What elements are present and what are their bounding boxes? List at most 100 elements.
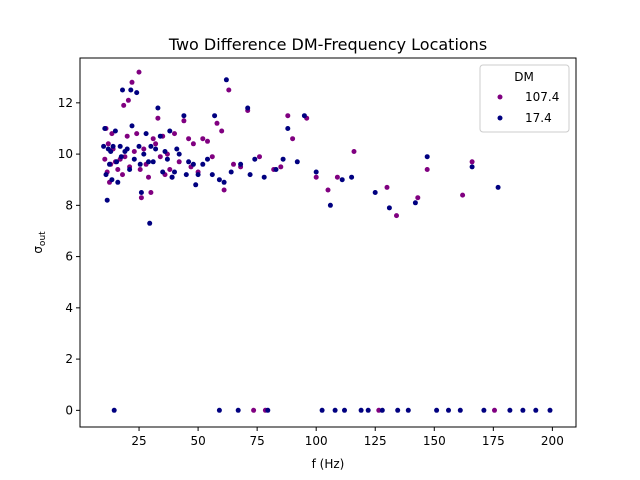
data-point xyxy=(124,133,130,139)
data-point xyxy=(332,407,338,413)
data-point xyxy=(261,174,267,180)
data-point xyxy=(157,154,163,160)
data-point xyxy=(349,174,355,180)
data-point xyxy=(285,126,291,131)
data-point xyxy=(109,131,115,137)
y-tick-label: 0 xyxy=(65,403,73,417)
data-point xyxy=(424,154,430,160)
data-point xyxy=(137,161,143,167)
data-point xyxy=(384,184,390,190)
data-point xyxy=(128,87,134,93)
data-point xyxy=(313,169,319,175)
data-point xyxy=(415,195,421,201)
legend-marker-17-4 xyxy=(497,115,503,121)
data-point xyxy=(183,172,189,178)
x-tick-label: 75 xyxy=(250,434,265,448)
data-point xyxy=(129,123,135,129)
data-point xyxy=(238,161,244,167)
data-point xyxy=(147,220,153,226)
data-point xyxy=(129,79,135,85)
data-point xyxy=(457,407,463,413)
y-axis-label-sub: out xyxy=(38,231,48,246)
data-point xyxy=(294,159,300,165)
data-point xyxy=(109,177,115,183)
data-point xyxy=(405,407,411,413)
data-point xyxy=(160,169,166,175)
y-axis-label-main: σ xyxy=(31,246,45,254)
data-point xyxy=(221,179,227,185)
x-axis: 25 50 75 100 125 150 175 200 xyxy=(131,427,564,448)
data-point xyxy=(520,407,526,413)
data-point xyxy=(327,202,333,208)
data-point xyxy=(190,141,196,147)
data-point xyxy=(221,187,227,193)
data-point xyxy=(112,128,118,134)
data-point xyxy=(134,90,140,96)
legend-label-107-4: 107.4 xyxy=(525,90,559,104)
plot-area xyxy=(101,69,553,413)
data-point xyxy=(216,177,222,183)
data-point xyxy=(101,143,107,149)
data-point xyxy=(104,197,110,203)
data-point xyxy=(181,118,187,124)
data-point xyxy=(223,77,229,83)
data-point xyxy=(280,156,286,162)
data-point xyxy=(219,128,225,134)
data-point xyxy=(174,146,180,152)
data-point xyxy=(547,407,553,413)
data-point xyxy=(107,161,112,167)
data-point xyxy=(200,161,206,167)
data-point xyxy=(313,174,319,180)
data-point xyxy=(120,172,125,178)
data-point xyxy=(200,136,206,142)
data-point xyxy=(285,113,291,119)
data-point xyxy=(290,136,296,142)
data-point xyxy=(120,87,125,93)
data-point xyxy=(186,136,192,142)
data-point xyxy=(150,136,156,142)
data-point xyxy=(137,167,143,172)
plot-frame xyxy=(79,57,577,428)
data-point xyxy=(231,161,236,167)
data-point xyxy=(235,407,241,413)
data-point xyxy=(481,407,487,413)
x-tick-label: 200 xyxy=(541,434,564,448)
data-point xyxy=(125,97,131,103)
data-point xyxy=(118,154,124,160)
data-point xyxy=(209,154,215,160)
data-point xyxy=(155,105,161,111)
data-point xyxy=(114,159,120,165)
data-point xyxy=(172,131,177,137)
data-point xyxy=(176,159,182,165)
data-point xyxy=(265,407,271,413)
data-point xyxy=(469,164,475,170)
data-point xyxy=(103,172,109,178)
data-point xyxy=(136,143,142,149)
data-point xyxy=(424,167,430,172)
data-point xyxy=(148,190,154,195)
data-point xyxy=(157,133,163,139)
chart-title: Two Difference DM-Frequency Locations xyxy=(168,35,487,54)
data-point xyxy=(138,195,144,201)
x-tick-label: 50 xyxy=(190,434,205,448)
data-point xyxy=(386,205,392,211)
data-point xyxy=(148,143,154,149)
data-point xyxy=(110,143,116,149)
x-tick-label: 175 xyxy=(482,434,505,448)
data-point xyxy=(167,128,173,134)
data-point xyxy=(533,407,539,413)
data-point xyxy=(141,151,147,157)
data-point xyxy=(245,105,251,111)
legend-label-17-4: 17.4 xyxy=(525,111,552,125)
data-point xyxy=(469,159,475,165)
x-tick-label: 25 xyxy=(131,434,146,448)
data-point xyxy=(186,159,192,165)
y-tick-label: 10 xyxy=(58,147,73,161)
data-point xyxy=(117,143,123,149)
data-point xyxy=(209,172,215,178)
data-point xyxy=(115,167,121,172)
legend-title: DM xyxy=(514,70,534,84)
data-point xyxy=(190,161,196,167)
data-point xyxy=(102,156,108,162)
